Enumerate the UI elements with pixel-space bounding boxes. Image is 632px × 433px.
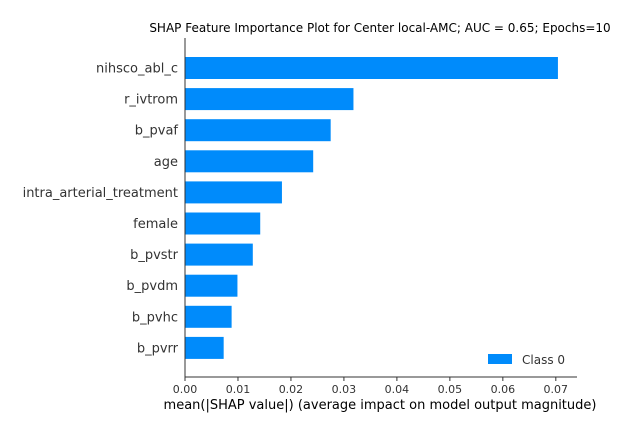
y-tick-label: b_pvdm	[126, 279, 178, 294]
bar-b_pvrr	[185, 336, 224, 359]
x-tick-label: 0.03	[332, 383, 357, 396]
x-tick-label: 0.07	[544, 383, 569, 396]
y-tick-label: b_pvhc	[132, 310, 178, 325]
x-tick-label: 0.05	[438, 383, 463, 396]
y-tick-label: nihsco_abl_c	[96, 62, 178, 77]
bar-b_pvaf	[185, 119, 331, 142]
y-tick-label: b_pvrr	[137, 341, 179, 356]
bar-nihsco_abl_c	[185, 57, 558, 79]
bar-intra_arterial_treatment	[185, 181, 282, 204]
y-tick-label: intra_arterial_treatment	[23, 186, 178, 201]
bar-b_pvstr	[185, 243, 253, 266]
legend-label: Class 0	[522, 353, 565, 367]
x-tick-label: 0.06	[491, 383, 516, 396]
bar-b_pvhc	[185, 305, 232, 328]
legend: Class 0	[488, 353, 565, 367]
bar-b_pvdm	[185, 274, 238, 297]
y-tick-label: female	[133, 217, 178, 232]
bar-r_ivtrom	[185, 88, 354, 111]
x-tick-label: 0.04	[385, 383, 410, 396]
y-tick-label: b_pvaf	[135, 124, 179, 139]
y-tick-label: b_pvstr	[130, 248, 179, 263]
x-tick-label: 0.02	[279, 383, 304, 396]
legend-swatch	[488, 354, 512, 364]
bars-group	[185, 57, 558, 359]
y-tick-label: age	[154, 155, 178, 170]
bar-age	[185, 150, 314, 173]
x-tick-label: 0.01	[226, 383, 251, 396]
x-axis-label: mean(|SHAP value|) (average impact on mo…	[164, 398, 597, 413]
bar-female	[185, 212, 261, 235]
x-ticks: 0.00 0.01 0.02 0.03 0.04 0.05 0.06 0.07	[173, 377, 568, 396]
x-tick-label: 0.00	[173, 383, 198, 396]
chart-title: SHAP Feature Importance Plot for Center …	[149, 21, 610, 35]
y-tick-label: r_ivtrom	[124, 93, 178, 108]
